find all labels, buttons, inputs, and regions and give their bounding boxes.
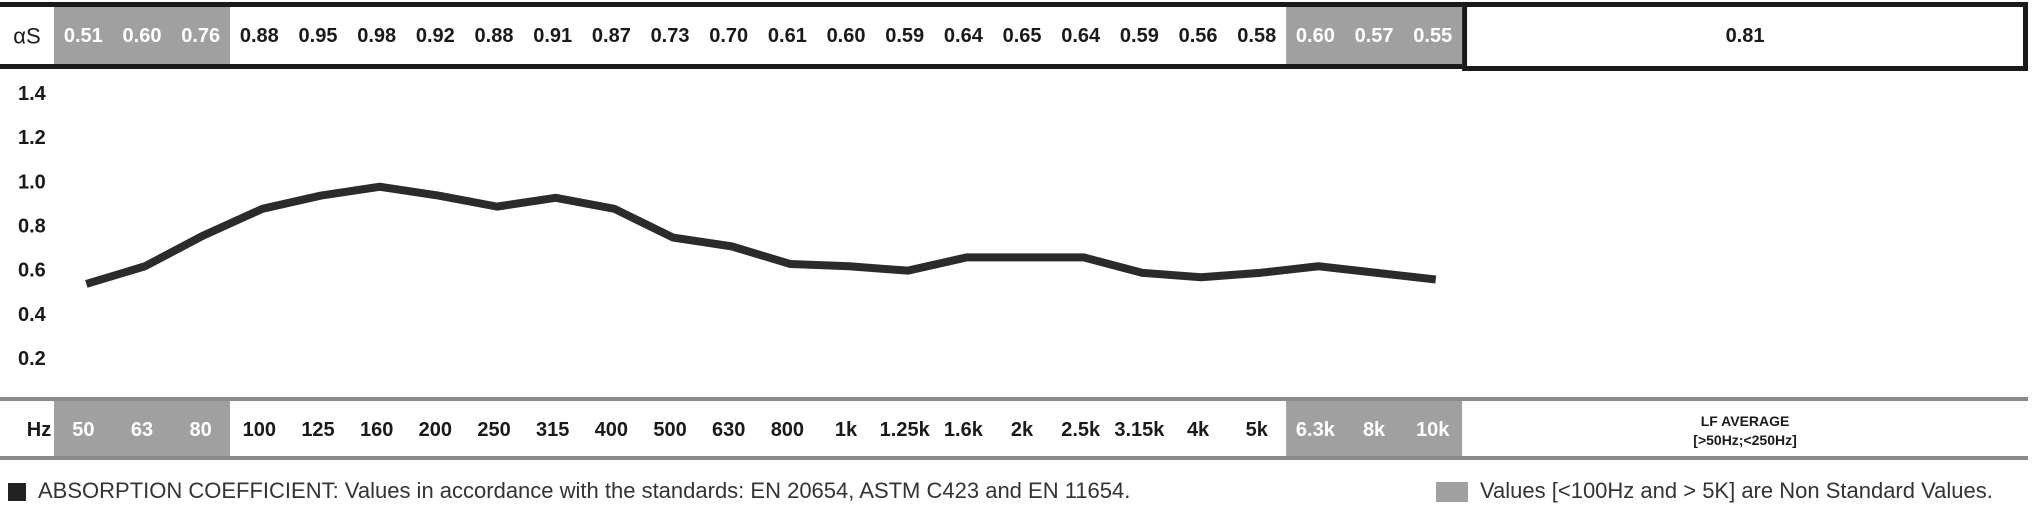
non-standard-legend: Values [<100Hz and > 5K] are Non Standar… <box>1436 478 1993 504</box>
value-label: 0.57 <box>1355 25 1394 47</box>
non-standard-band-top-1 <box>1286 6 1463 67</box>
value-label: 0.64 <box>944 25 984 47</box>
frequency-label: 800 <box>771 419 804 441</box>
value-label: 0.59 <box>1120 25 1159 47</box>
lf-average-label: LF AVERAGE <box>1701 413 1790 429</box>
frequency-label: 3.15k <box>1114 419 1165 441</box>
value-label: 0.76 <box>181 25 220 47</box>
frequency-label: 4k <box>1187 419 1210 441</box>
value-label: 0.95 <box>299 25 338 47</box>
frequency-label: 500 <box>653 419 686 441</box>
value-label: 0.91 <box>533 25 572 47</box>
frequency-label: 250 <box>477 419 510 441</box>
lf-average-value-box <box>1462 2 2028 71</box>
value-label: 0.92 <box>416 25 455 47</box>
value-label: 0.65 <box>1003 25 1042 47</box>
y-tick-label: 0.6 <box>18 260 46 282</box>
frequency-label: 80 <box>190 419 212 441</box>
value-label: 0.87 <box>592 25 631 47</box>
frequency-label: 400 <box>595 419 628 441</box>
frequency-label: 50 <box>72 419 94 441</box>
frequency-label: 5k <box>1246 419 1269 441</box>
row-label-alpha-s: αS <box>13 24 40 49</box>
y-tick-label: 0.2 <box>18 348 46 370</box>
value-label: 0.61 <box>768 25 807 47</box>
value-label: 0.56 <box>1179 25 1218 47</box>
top-row-lower-rule <box>0 64 1463 69</box>
bottom-row-lower-rule <box>0 456 2028 460</box>
frequency-label: 63 <box>131 419 153 441</box>
lf-average-range-label: [>50Hz;<250Hz] <box>1693 432 1797 448</box>
value-label: 0.73 <box>651 25 690 47</box>
frequency-label: 200 <box>419 419 452 441</box>
frequency-label: 10k <box>1416 419 1450 441</box>
y-tick-label: 1.0 <box>18 171 46 193</box>
value-label: 0.88 <box>240 25 279 47</box>
non-standard-legend-text: Values [<100Hz and > 5K] are Non Standar… <box>1480 478 1993 503</box>
value-label: 0.59 <box>885 25 924 47</box>
frequency-label: 2.5k <box>1061 419 1101 441</box>
y-tick-label: 1.2 <box>18 127 46 149</box>
y-tick-label: 0.8 <box>18 216 46 238</box>
value-label: 0.60 <box>827 25 866 47</box>
value-label: 0.98 <box>357 25 396 47</box>
non-standard-swatch-icon <box>1436 482 1468 503</box>
y-tick-label: 0.4 <box>18 304 47 326</box>
value-label: 0.60 <box>1296 25 1335 47</box>
frequency-label: 125 <box>301 419 334 441</box>
frequency-label: 2k <box>1011 419 1034 441</box>
value-label: 0.55 <box>1413 25 1452 47</box>
non-standard-band-top-0 <box>54 6 231 67</box>
absorption-chart: αS Hz 0.51 50 0.60 63 0.76 80 0.88 100 0.95 125 0.98… <box>0 2 2028 460</box>
value-label: 0.70 <box>709 25 748 47</box>
lf-average-value: 0.81 <box>1726 25 1765 47</box>
value-label: 0.88 <box>475 25 514 47</box>
top-row-upper-rule <box>0 2 1463 7</box>
non-standard-band-bottom-0 <box>54 401 231 457</box>
non-standard-band-bottom-1 <box>1286 401 1463 457</box>
y-tick-label: 1.4 <box>18 83 47 105</box>
value-label: 0.58 <box>1237 25 1276 47</box>
frequency-label: 100 <box>243 419 276 441</box>
frequency-label: 8k <box>1363 419 1386 441</box>
value-label: 0.60 <box>123 25 162 47</box>
row-label-hz: Hz <box>27 419 51 441</box>
value-label: 0.64 <box>1061 25 1101 47</box>
bottom-row-upper-rule <box>0 397 2028 401</box>
frequency-label: 315 <box>536 419 569 441</box>
frequency-label: 630 <box>712 419 745 441</box>
frequency-label: 1k <box>835 419 858 441</box>
absorption-curve <box>85 182 1437 288</box>
frequency-label: 1.25k <box>880 419 931 441</box>
frequency-label: 1.6k <box>944 419 984 441</box>
frequency-label: 160 <box>360 419 393 441</box>
absorption-note-text: ABSORPTION COEFFICIENT: Values in accord… <box>38 478 1131 503</box>
square-bullet-icon <box>8 483 26 502</box>
value-label: 0.51 <box>64 25 103 47</box>
frequency-label: 6.3k <box>1296 419 1336 441</box>
absorption-note: ABSORPTION COEFFICIENT: Values in accord… <box>8 478 1130 504</box>
